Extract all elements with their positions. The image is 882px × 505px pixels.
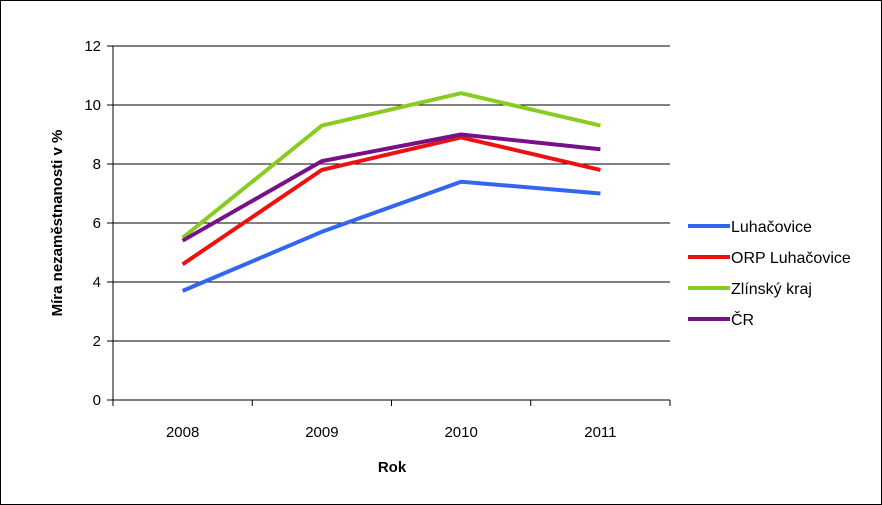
- x-tick-label: 2009: [305, 424, 338, 441]
- series-line-0: [181, 179, 601, 293]
- legend: Luhačovice ORP Luhačovice Zlínský kraj ČR: [688, 219, 851, 329]
- series-line-2: [181, 91, 601, 240]
- legend-label-2: Zlínský kraj: [731, 281, 812, 298]
- y-axis-title: Míra nezaměstnanosti v %: [49, 130, 66, 317]
- x-tick-label: 2008: [166, 424, 199, 441]
- series-line-3: [181, 132, 601, 243]
- x-ticks: 2008 2009 2010 2011: [112, 400, 671, 441]
- series-lines: [181, 91, 601, 293]
- y-ticks: 0 2 4 6 8 10 12: [84, 38, 113, 409]
- y-tick-label: 12: [84, 38, 101, 55]
- y-tick-label: 4: [93, 274, 101, 291]
- series-line-1: [181, 135, 601, 266]
- legend-label-3: ČR: [731, 310, 754, 329]
- x-tick-label: 2010: [444, 424, 477, 441]
- legend-label-0: Luhačovice: [731, 219, 812, 236]
- y-tick-label: 10: [84, 97, 101, 114]
- y-tick-label: 0: [93, 392, 101, 409]
- x-tick-label: 2011: [584, 424, 616, 441]
- y-tick-label: 8: [93, 156, 101, 173]
- y-tick-label: 2: [93, 333, 101, 350]
- legend-label-1: ORP Luhačovice: [731, 250, 851, 267]
- y-tick-label: 6: [93, 215, 101, 232]
- x-axis-title: Rok: [378, 459, 407, 476]
